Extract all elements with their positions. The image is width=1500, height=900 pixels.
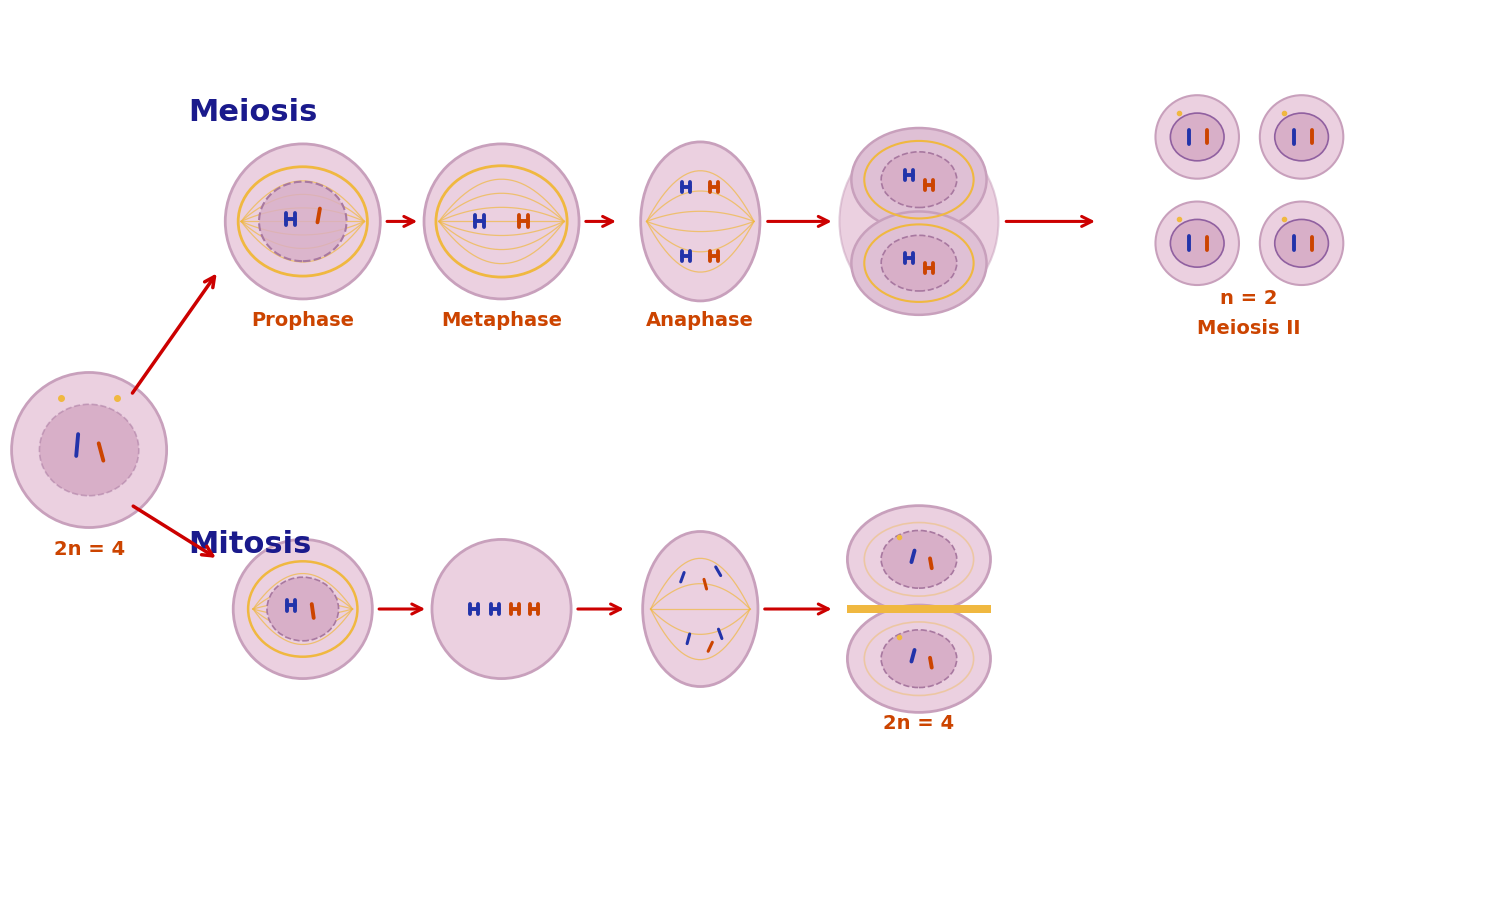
Ellipse shape (12, 373, 166, 527)
Ellipse shape (432, 539, 572, 679)
Ellipse shape (39, 404, 140, 496)
Text: Meiosis: Meiosis (189, 97, 318, 127)
Ellipse shape (840, 132, 999, 310)
Text: Mitosis: Mitosis (189, 530, 312, 559)
Ellipse shape (232, 539, 372, 679)
Text: 2n = 4: 2n = 4 (54, 540, 124, 559)
Ellipse shape (225, 144, 381, 299)
Ellipse shape (852, 128, 987, 231)
Text: Meiosis II: Meiosis II (1197, 320, 1300, 338)
Ellipse shape (424, 144, 579, 299)
Text: Anaphase: Anaphase (646, 311, 754, 330)
Ellipse shape (1260, 95, 1344, 179)
Ellipse shape (847, 605, 990, 713)
Ellipse shape (1260, 202, 1344, 285)
Ellipse shape (880, 530, 957, 588)
Ellipse shape (267, 577, 339, 641)
Ellipse shape (1155, 95, 1239, 179)
Ellipse shape (640, 142, 760, 301)
Text: 2n = 4: 2n = 4 (884, 714, 954, 733)
FancyBboxPatch shape (847, 605, 990, 613)
Ellipse shape (642, 532, 758, 687)
Ellipse shape (880, 152, 957, 208)
Text: n = 2: n = 2 (1220, 290, 1278, 309)
Ellipse shape (852, 212, 987, 315)
Text: Metaphase: Metaphase (441, 311, 562, 330)
Ellipse shape (880, 235, 957, 291)
Ellipse shape (1275, 220, 1329, 267)
Ellipse shape (1170, 220, 1224, 267)
Ellipse shape (1170, 113, 1224, 161)
Ellipse shape (260, 182, 347, 261)
Ellipse shape (880, 630, 957, 688)
Ellipse shape (1275, 113, 1329, 161)
Text: Prophase: Prophase (252, 311, 354, 330)
Ellipse shape (847, 506, 990, 613)
Ellipse shape (1155, 202, 1239, 285)
